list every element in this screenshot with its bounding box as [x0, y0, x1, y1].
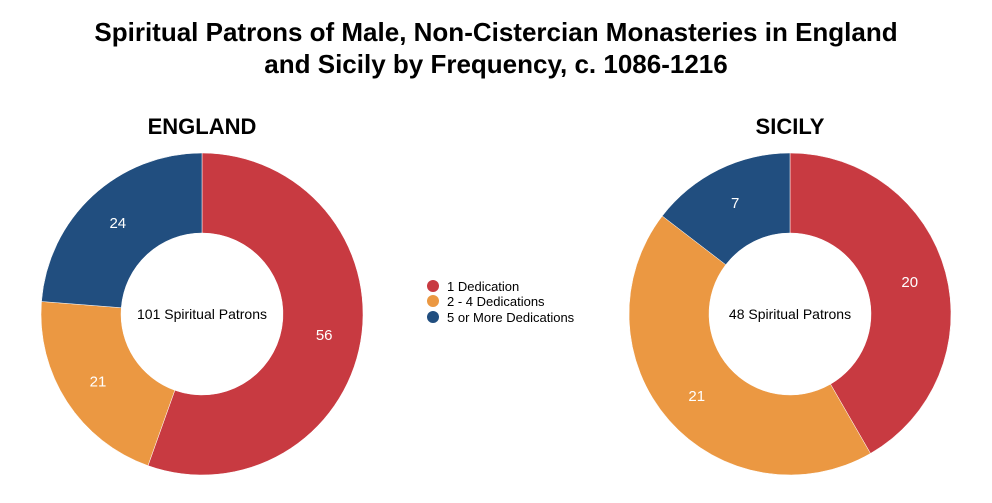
chart-title: Spiritual Patrons of Male, Non-Cistercia… — [0, 16, 992, 80]
slice-label-england-1-dedication: 56 — [316, 327, 333, 344]
slice-england-5-or-more-dedications — [41, 152, 203, 308]
slice-label-sicily-2-4-dedications: 21 — [688, 388, 705, 405]
slice-label-sicily-5-or-more-dedications: 7 — [731, 195, 739, 212]
slice-label-england-2-4-dedications: 21 — [90, 373, 107, 390]
slices-england — [40, 152, 364, 476]
slice-labels-sicily: 20 21 7 — [688, 195, 918, 405]
legend-swatch-1-dedication — [427, 280, 439, 292]
slice-sicily-1-dedication — [789, 152, 952, 454]
slice-label-sicily-1-dedication: 20 — [901, 274, 918, 291]
legend: 1 Dedication 2 - 4 Dedications 5 or More… — [427, 279, 575, 325]
legend-swatch-5-or-more — [427, 311, 439, 323]
slice-labels-england: 56 21 24 — [90, 215, 333, 391]
slice-sicily-5-or-more-dedications — [661, 152, 791, 266]
chart-title-line-2: and Sicily by Frequency, c. 1086-1216 — [264, 49, 728, 79]
chart-title-line-1: Spiritual Patrons of Male, Non-Cistercia… — [94, 17, 898, 47]
donut-england: ENGLAND 56 21 24 101 Spiritual Patrons — [40, 114, 364, 476]
donut-sicily: SICILY 20 21 7 48 Spiritual Patrons — [628, 114, 952, 476]
center-label-england: 101 Spiritual Patrons — [137, 306, 267, 322]
legend-label-1-dedication: 1 Dedication — [447, 279, 519, 294]
slices-sicily — [628, 152, 952, 476]
slice-label-england-5-or-more-dedications: 24 — [109, 215, 126, 232]
legend-label-5-or-more: 5 or More Dedications — [447, 310, 575, 325]
legend-swatch-2-4-dedications — [427, 295, 439, 307]
slice-england-1-dedication — [147, 152, 364, 476]
legend-label-2-4-dedications: 2 - 4 Dedications — [447, 294, 545, 309]
center-label-sicily: 48 Spiritual Patrons — [729, 306, 851, 322]
slice-england-2-4-dedications — [40, 301, 176, 466]
donut-title-sicily: SICILY — [756, 114, 825, 139]
donut-title-england: ENGLAND — [148, 114, 257, 139]
slice-sicily-2-4-dedications — [628, 215, 871, 476]
